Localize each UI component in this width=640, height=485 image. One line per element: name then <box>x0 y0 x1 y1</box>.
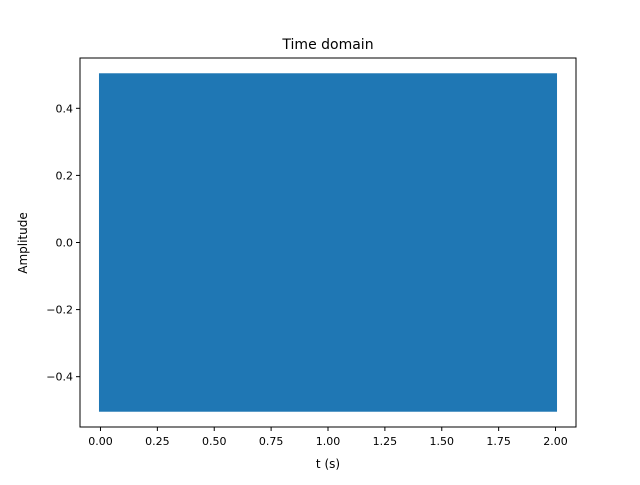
series-layer <box>98 73 558 412</box>
y-axis: −0.4 −0.2 0.0 0.2 0.4 <box>46 102 80 384</box>
x-tick-label: 2.00 <box>543 435 568 448</box>
y-tick-label: −0.4 <box>46 371 73 384</box>
x-tick-label: 0.50 <box>202 435 227 448</box>
x-axis-label: t (s) <box>316 457 340 471</box>
y-tick-label: −0.2 <box>46 304 73 317</box>
x-tick-label: 1.75 <box>486 435 511 448</box>
y-axis-label: Amplitude <box>16 212 30 274</box>
y-tick-label: 0.2 <box>56 169 74 182</box>
chart-title: Time domain <box>281 37 373 53</box>
x-tick-label: 1.00 <box>316 435 341 448</box>
series-line-0 <box>98 73 558 412</box>
x-tick-label: 0.75 <box>259 435 284 448</box>
x-tick-label: 1.25 <box>373 435 398 448</box>
x-tick-label: 1.50 <box>430 435 455 448</box>
y-tick-label: 0.4 <box>56 102 74 115</box>
x-tick-label: 0.00 <box>88 435 113 448</box>
x-tick-label: 0.25 <box>145 435 170 448</box>
y-tick-label: 0.0 <box>56 237 74 250</box>
x-axis: 0.00 0.25 0.50 0.75 1.00 1.25 1.50 1.75 2.00 <box>88 427 568 448</box>
